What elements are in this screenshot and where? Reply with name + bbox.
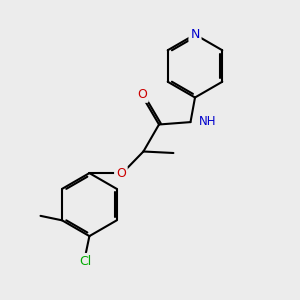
Text: O: O xyxy=(116,167,126,180)
Text: O: O xyxy=(137,88,147,101)
Text: Cl: Cl xyxy=(79,255,91,268)
Text: N: N xyxy=(190,28,200,41)
Text: NH: NH xyxy=(199,115,216,128)
